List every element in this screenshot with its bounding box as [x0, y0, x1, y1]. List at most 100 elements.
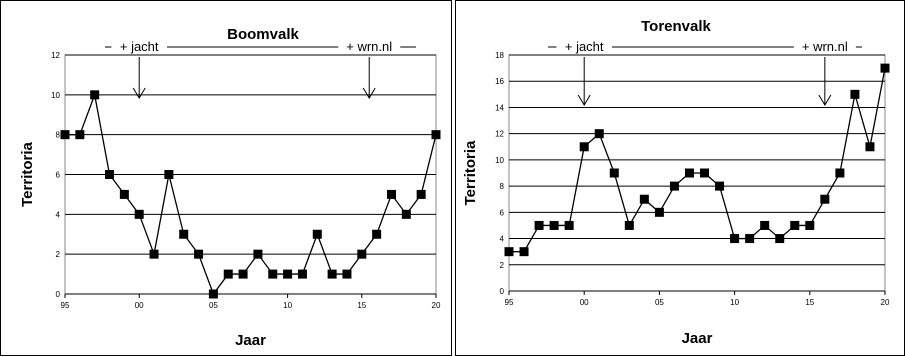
- chart-1-y-axis-label: Territoria: [462, 140, 479, 205]
- chart-1-y-tick-label: 4: [500, 235, 505, 244]
- chart-0-data-point: [372, 229, 382, 239]
- chart-0-x-axis-label: Jaar: [235, 332, 266, 349]
- chart-1-annotation-gap: [793, 41, 856, 53]
- chart-1-data-point: [820, 194, 830, 204]
- chart-1-data-point: [564, 220, 574, 230]
- chart-0-data-point: [297, 269, 307, 279]
- chart-0-data-point: [119, 189, 129, 199]
- torenvalk-chart: 0 2 4 6 8 10 12 14 16 18 95 00 05 10 15 20 Torenvalk Terr…: [462, 18, 890, 347]
- chart-0-data-point: [60, 130, 70, 140]
- chart-1-data-point: [790, 220, 800, 230]
- boomvalk-chart: 0 2 4 6 8 10 12 95 00 05 10 15 20 Boomvalk Territoria J…: [19, 26, 441, 349]
- chart-0-data-point: [431, 130, 441, 140]
- chart-0-data-point: [90, 90, 100, 100]
- chart-1-data-point: [669, 181, 679, 191]
- chart-1-data-point: [534, 220, 544, 230]
- chart-0-annotation-label: + wrn.nl: [346, 39, 392, 54]
- chart-1-annotation-arrowhead: [818, 94, 832, 106]
- chart-0-x-tick-label: 15: [357, 301, 366, 310]
- chart-1-y-tick-label: 0: [500, 287, 505, 296]
- chart-0-x-tick-label: 10: [283, 301, 292, 310]
- chart-0-y-tick-label: 0: [56, 290, 61, 299]
- chart-1-data-point: [549, 220, 559, 230]
- chart-0-y-tick-label: 2: [56, 250, 61, 259]
- chart-0-data-point: [357, 249, 367, 259]
- chart-0-data-point: [105, 170, 115, 179]
- chart-1-data-point: [654, 207, 664, 217]
- chart-1-data-point: [805, 220, 815, 230]
- chart-1-data-point: [775, 234, 785, 244]
- chart-0-data-point: [401, 209, 411, 219]
- chart-0-annotation-arrowhead: [362, 87, 376, 99]
- chart-0-y-tick-label: 12: [51, 51, 60, 60]
- chart-0-data-point: [268, 269, 278, 279]
- chart-1-data-point: [865, 142, 875, 152]
- chart-1-data-point: [504, 247, 514, 257]
- chart-1-annotation-arrowhead: [577, 94, 591, 106]
- chart-1-x-tick-label: 10: [730, 298, 739, 307]
- chart-0-data-point: [75, 130, 85, 140]
- chart-1-title: Torenvalk: [641, 18, 711, 35]
- chart-1-y-tick-label: 10: [495, 156, 504, 165]
- chart-1-data-point: [519, 247, 529, 257]
- chart-0-data-point: [164, 170, 174, 179]
- chart-1-data-point: [760, 220, 770, 230]
- chart-1-data-point: [639, 194, 649, 204]
- chart-0-y-tick-label: 10: [51, 91, 60, 100]
- chart-0-y-tick-label: 6: [56, 171, 61, 180]
- chart-0-data-point: [312, 229, 322, 239]
- chart-0-annotation-arrowhead: [132, 87, 146, 99]
- chart-0-y-tick-label: 8: [56, 131, 61, 140]
- chart-0-data-point: [253, 249, 263, 259]
- chart-panel-torenvalk: 0 2 4 6 8 10 12 14 16 18 95 00 05 10 15 20 Torenvalk Terr…: [455, 0, 905, 356]
- chart-1-x-tick-label: 00: [580, 298, 589, 307]
- chart-1-annotation-label: + wrn.nl: [802, 39, 848, 54]
- chart-panel-boomvalk: 0 2 4 6 8 10 12 95 00 05 10 15 20 Boomvalk Territoria J…: [0, 0, 452, 356]
- chart-1-y-tick-label: 16: [495, 77, 504, 86]
- chart-0-title: Boomvalk: [227, 26, 299, 43]
- chart-0-data-point: [179, 229, 189, 239]
- chart-0-data-point: [327, 269, 337, 279]
- chart-1-x-tick-label: 05: [655, 298, 664, 307]
- chart-1-data-point: [715, 181, 725, 191]
- chart-0-annotation-gap: [111, 41, 167, 53]
- chart-1-x-tick-label: 15: [805, 298, 814, 307]
- chart-0-data-point: [223, 269, 233, 279]
- chart-0-data-point: [386, 189, 396, 199]
- chart-0-y-axis-label: Territoria: [19, 141, 36, 206]
- chart-0-x-tick-label: 05: [209, 301, 218, 310]
- chart-0-annotation-label: + jacht: [120, 39, 159, 54]
- chart-1-y-tick-label: 18: [495, 51, 504, 60]
- chart-0-data-point: [238, 269, 248, 279]
- chart-1-x-tick-label: 20: [881, 298, 890, 307]
- chart-1-data-point: [594, 129, 604, 139]
- chart-1-data-point: [880, 63, 890, 73]
- chart-1-y-tick-label: 12: [495, 130, 504, 139]
- chart-0-data-point: [208, 289, 218, 299]
- chart-0-x-tick-label: 00: [135, 301, 144, 310]
- chart-1-x-tick-label: 95: [505, 298, 514, 307]
- chart-1-data-point: [579, 142, 589, 152]
- chart-1-x-axis-label: Jaar: [682, 330, 713, 347]
- chart-0-x-tick-label: 20: [432, 301, 441, 310]
- chart-0-data-point: [194, 249, 204, 259]
- chart-1-data-point: [730, 234, 740, 244]
- chart-0-data-point: [134, 209, 144, 219]
- chart-1-data-point: [745, 234, 755, 244]
- chart-0-data-point: [416, 189, 426, 199]
- chart-1-y-tick-label: 8: [500, 182, 505, 191]
- chart-1-y-tick-label: 2: [500, 261, 505, 270]
- chart-0-x-tick-label: 95: [61, 301, 70, 310]
- chart-1-y-tick-label: 6: [500, 208, 505, 217]
- chart-1-data-point: [850, 89, 860, 99]
- chart-0-data-point: [283, 269, 293, 279]
- chart-1-data-point: [684, 168, 694, 178]
- chart-1-data-point: [609, 168, 619, 178]
- chart-0-annotation-gap: [338, 41, 401, 53]
- chart-1-data-point: [624, 220, 634, 230]
- chart-1-annotation-gap: [556, 41, 612, 53]
- chart-1-data-point: [835, 168, 845, 178]
- chart-1-y-tick-label: 14: [495, 103, 504, 112]
- chart-0-data-point: [342, 269, 352, 279]
- chart-1-data-point: [700, 168, 710, 178]
